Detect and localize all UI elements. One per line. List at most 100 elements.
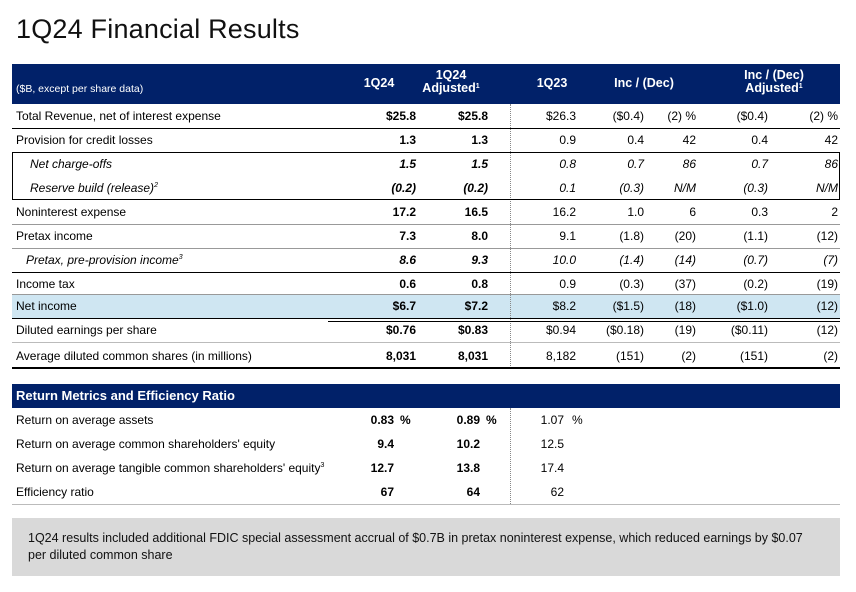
cell-d1: 0.4 (627, 133, 644, 147)
cell-v1: 0.6 (399, 277, 416, 291)
table-row: Noninterest expense 17.2 16.5 16.2 1.0 6 0.3 2 (12, 200, 840, 224)
cell-p1: (2) (681, 349, 696, 363)
cell-v1: $25.8 (385, 109, 416, 123)
cell-v3: $26.3 (545, 109, 576, 123)
row-label: Income tax (16, 277, 75, 291)
metrics-v3: 17.4 (540, 461, 564, 475)
cell-v1: 8.6 (399, 253, 416, 267)
row-divider (328, 321, 840, 322)
cell-v2: 8.0 (471, 229, 488, 243)
col-header-1q23: 1Q23 (536, 76, 568, 90)
row-divider (12, 294, 840, 295)
cell-p2: (2) (823, 349, 838, 363)
cell-d1: (0.3) (619, 181, 644, 195)
cell-v3: 0.9 (559, 133, 576, 147)
metrics-unit: % (400, 413, 411, 427)
row-divider (12, 367, 840, 369)
cell-d2: ($1.0) (736, 299, 768, 313)
cell-v3: 9.1 (559, 229, 576, 243)
col-header-1q24-adjusted: 1Q24 Adjusted1 (416, 69, 486, 95)
charge-offs-box (12, 152, 840, 200)
cell-v3: 16.2 (552, 205, 576, 219)
metrics-row: Return on average tangible common shareh… (12, 456, 840, 480)
col-header-inc-dec-adjusted-line2: Adjusted1 (745, 81, 803, 95)
cell-d1: (151) (615, 349, 644, 363)
cell-v2: $7.2 (464, 299, 488, 313)
row-divider (12, 128, 840, 129)
metrics-v2: 64 (466, 485, 480, 499)
cell-v3: 8,182 (545, 349, 576, 363)
cell-d1: (1.4) (619, 253, 644, 267)
cell-d2: (1.1) (743, 229, 768, 243)
table-header: ($B, except per share data) 1Q24 1Q24 Ad… (12, 64, 840, 104)
cell-v2: $0.83 (457, 323, 488, 337)
metrics-row: Return on average common shareholders' e… (12, 432, 840, 456)
cell-p2: (12) (816, 323, 838, 337)
cell-d2: (0.7) (743, 253, 768, 267)
metrics-v1: 9.4 (377, 437, 394, 451)
cell-d2: (0.2) (743, 277, 768, 291)
cell-v2: 8,031 (457, 349, 488, 363)
cell-p1: (14) (674, 253, 696, 267)
cell-p2: 86 (824, 157, 838, 171)
table-row: Net charge-offs 1.5 1.5 0.8 0.7 86 0.7 86 (12, 152, 840, 176)
cell-d2: (151) (739, 349, 768, 363)
col-header-1q24: 1Q24 (363, 76, 395, 90)
cell-p1: N/M (674, 181, 696, 195)
metrics-v2: 13.8 (456, 461, 480, 475)
cell-v3: 0.8 (559, 157, 576, 171)
cell-p2: (7) (823, 253, 838, 267)
cell-v3: $0.94 (545, 323, 576, 337)
col-header-1q24-adjusted-line2: Adjusted1 (422, 81, 480, 95)
cell-v1: 7.3 (399, 229, 416, 243)
metrics-row: Return on average assets 0.83% 0.89% 1.07% (12, 408, 840, 432)
row-divider (12, 342, 840, 343)
cell-d1: 1.0 (627, 205, 644, 219)
cell-d1: 0.7 (627, 157, 644, 171)
cell-v2: $25.8 (457, 109, 488, 123)
cell-v1: 1.5 (399, 157, 416, 171)
cell-p1: 42 (682, 133, 696, 147)
cell-d2: (0.3) (743, 181, 768, 195)
metrics-section-header: Return Metrics and Efficiency Ratio (12, 384, 840, 408)
cell-v3: 0.1 (559, 181, 576, 195)
row-divider (12, 272, 840, 273)
cell-d2: 0.3 (751, 205, 768, 219)
metrics-row: Efficiency ratio 67 64 62 (12, 480, 840, 504)
table-row: Income tax 0.6 0.8 0.9 (0.3) (37) (0.2) (19) (12, 272, 840, 296)
cell-p2: 2 (831, 205, 838, 219)
metrics-v3: 12.5 (540, 437, 564, 451)
results-table: ($B, except per share data) 1Q24 1Q24 Ad… (12, 64, 840, 370)
col-header-inc-dec-adjusted-line1: Inc / (Dec) (744, 68, 804, 82)
metrics-v1: 0.83 (370, 413, 394, 427)
cell-v1: (0.2) (391, 181, 416, 195)
cell-p2: (2) % (809, 109, 838, 123)
cell-v2: 16.5 (464, 205, 488, 219)
cell-d2: 0.7 (751, 157, 768, 171)
metrics-table: Return on average assets 0.83% 0.89% 1.07% R… (12, 408, 840, 508)
cell-p2: N/M (816, 181, 838, 195)
metrics-unit: % (486, 413, 497, 427)
cell-v1: $0.76 (385, 323, 416, 337)
metrics-v1: 67 (380, 485, 394, 499)
table-row: Provision for credit losses 1.3 1.3 0.9 0.4 4… (12, 128, 840, 152)
metrics-v2: 0.89 (456, 413, 480, 427)
metrics-unit: % (572, 413, 583, 427)
metrics-label: Return on average tangible common shareh… (16, 461, 325, 475)
table-row: Pretax, pre-provision income3 8.6 9.3 10.0 (… (12, 248, 840, 272)
row-divider (12, 504, 840, 505)
cell-v1: 17.2 (392, 205, 416, 219)
col-header-inc-dec-adjusted: Inc / (Dec) Adjusted1 (724, 69, 824, 95)
net-income-highlight (12, 294, 840, 318)
metrics-v2: 10.2 (456, 437, 480, 451)
cell-p2: (12) (816, 299, 838, 313)
row-label: Total Revenue, net of interest expense (16, 109, 221, 123)
footnote-box: 1Q24 results included additional FDIC sp… (12, 518, 840, 576)
cell-v3: $8.2 (552, 299, 576, 313)
units-label: ($B, except per share data) (16, 83, 144, 95)
cell-d2: ($0.11) (730, 323, 768, 337)
cell-p1: 6 (689, 205, 696, 219)
cell-d1: ($1.5) (612, 299, 644, 313)
row-label: Pretax income (16, 229, 93, 243)
cell-p2: (12) (816, 229, 838, 243)
